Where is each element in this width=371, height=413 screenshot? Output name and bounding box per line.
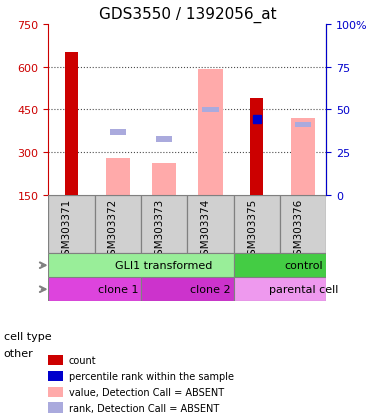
Bar	[152, 164, 176, 195]
Text: parental cell: parental cell	[269, 285, 338, 294]
Text: cell type: cell type	[4, 332, 51, 342]
Bar	[48, 278, 141, 301]
Bar	[234, 254, 326, 278]
Bar	[291, 119, 315, 195]
Bar	[65, 53, 78, 195]
Text: percentile rank within the sample: percentile rank within the sample	[69, 371, 234, 381]
Text: GSM303376: GSM303376	[293, 198, 303, 261]
Bar	[156, 137, 172, 142]
Bar	[187, 195, 234, 254]
Text: GSM303375: GSM303375	[247, 198, 257, 261]
Bar	[141, 278, 234, 301]
Text: GLI1 transformed: GLI1 transformed	[115, 261, 213, 271]
Text: clone 2: clone 2	[190, 285, 231, 294]
Bar	[110, 130, 126, 135]
Text: control: control	[284, 261, 323, 271]
Text: GSM303371: GSM303371	[62, 198, 72, 261]
Text: GSM303373: GSM303373	[154, 198, 164, 261]
Text: GSM303374: GSM303374	[201, 198, 211, 261]
Text: clone 1: clone 1	[98, 285, 138, 294]
Text: count: count	[69, 356, 96, 366]
Bar	[95, 195, 141, 254]
Bar	[106, 158, 130, 195]
Bar	[280, 195, 326, 254]
Bar	[48, 254, 234, 278]
Text: other: other	[4, 348, 33, 358]
Bar	[48, 195, 95, 254]
Title: GDS3550 / 1392056_at: GDS3550 / 1392056_at	[99, 7, 276, 24]
Bar	[198, 70, 223, 195]
Text: rank, Detection Call = ABSENT: rank, Detection Call = ABSENT	[69, 403, 219, 413]
Bar	[234, 278, 326, 301]
Text: GSM303372: GSM303372	[108, 198, 118, 261]
Text: value, Detection Call = ABSENT: value, Detection Call = ABSENT	[69, 387, 224, 397]
Bar	[234, 195, 280, 254]
Bar	[295, 123, 311, 128]
Bar	[250, 99, 263, 195]
Bar	[141, 195, 187, 254]
Bar	[203, 107, 219, 112]
